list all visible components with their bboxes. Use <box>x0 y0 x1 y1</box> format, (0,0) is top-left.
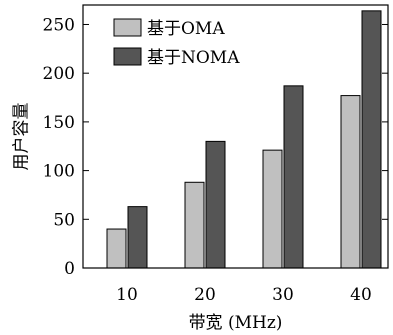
bar-s1-30 <box>283 85 304 269</box>
y-axis: 0 50 100 150 200 250 <box>43 15 388 279</box>
bars-group <box>106 10 382 269</box>
y-tick-label-250: 250 <box>43 15 75 35</box>
x-axis: 10 20 30 40 <box>116 285 372 305</box>
bar-s0-10 <box>106 228 127 269</box>
legend-label-noma: 基于NOMA <box>147 48 240 68</box>
y-tick-label-150: 150 <box>43 113 75 133</box>
legend-label-oma: 基于OMA <box>147 19 225 39</box>
legend-swatch-noma <box>113 47 142 66</box>
bar-s1-40 <box>361 10 382 269</box>
bar-s0-20 <box>184 181 205 269</box>
bar-s0-30 <box>262 149 283 269</box>
x-tick-label-20: 20 <box>194 285 216 305</box>
legend-swatch-oma <box>113 18 142 37</box>
x-tick-label-10: 10 <box>116 285 138 305</box>
bar-s1-10 <box>127 206 148 269</box>
legend: 基于OMA 基于NOMA <box>113 18 240 68</box>
bar-s1-20 <box>205 140 226 269</box>
y-tick-label-50: 50 <box>53 210 75 230</box>
plot-frame <box>82 4 389 269</box>
x-tick-label-40: 40 <box>350 285 372 305</box>
y-tick-label-200: 200 <box>43 64 75 84</box>
y-axis-title: 用户容量 <box>12 103 32 171</box>
bar-s0-40 <box>340 95 361 269</box>
y-tick-label-0: 0 <box>64 259 75 279</box>
x-axis-title: 带宽 (MHz) <box>189 313 283 333</box>
x-tick-label-30: 30 <box>272 285 294 305</box>
y-tick-label-100: 100 <box>43 162 75 182</box>
